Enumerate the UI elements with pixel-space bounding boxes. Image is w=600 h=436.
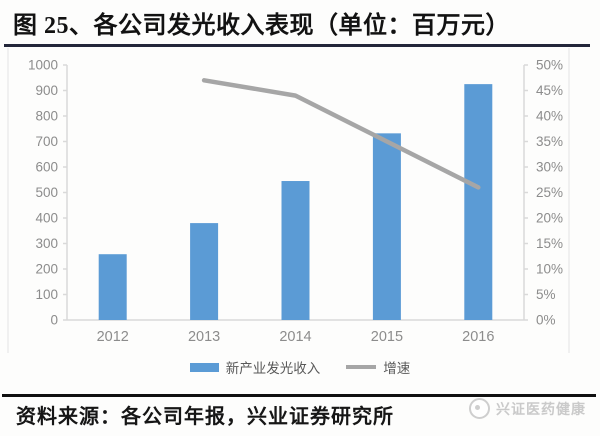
y-axis-right-tick-label: 10% [536, 262, 563, 277]
legend-item-revenue: 新产业发光收入 [189, 357, 321, 377]
y-axis-left-tick-label: 600 [35, 160, 58, 175]
x-axis-label-2014: 2014 [279, 329, 311, 345]
chart-legend: 新产业发光收入 增速 [0, 357, 600, 377]
y-axis-left-tick-label: 900 [35, 83, 58, 98]
y-axis-right-tick-label: 5% [536, 287, 556, 302]
y-axis-left-tick-label: 700 [35, 134, 58, 149]
y-axis-left-tick-label: 1000 [28, 58, 58, 73]
y-axis-left-tick-label: 800 [35, 109, 58, 124]
chart-area: 0 100 200 300 400 500 600 700 800 900 1000 0% 5% 10% 1… [0, 48, 600, 356]
watermark-text: 兴证医药健康 [496, 400, 586, 417]
revenue-growth-combo-chart: 0 100 200 300 400 500 600 700 800 900 1000 0% 5% 10% 1… [7, 48, 570, 353]
y-axis-left-tick-label: 300 [35, 236, 58, 251]
y-axis-right-tick-label: 20% [536, 211, 563, 226]
y-axis-right-tick-label: 35% [536, 134, 563, 149]
y-axis-right-tick-label: 50% [536, 58, 563, 73]
y-axis-left-tick-label: 100 [35, 287, 58, 302]
title-underline [4, 44, 590, 47]
y-axis-right-tick-label: 15% [536, 236, 563, 251]
footer-divider [2, 394, 596, 397]
y-axis-right-tick-label: 25% [536, 185, 563, 200]
bar-2015 [372, 133, 401, 320]
watermark: 兴证医药健康 [469, 398, 586, 419]
x-axis-label-2016: 2016 [462, 329, 494, 345]
growth-rate-line [201, 78, 481, 190]
y-axis-left-tick-label: 200 [35, 262, 58, 277]
watermark-logo-icon [469, 398, 490, 419]
bar-2012 [98, 254, 127, 320]
x-axis-label-2013: 2013 [188, 329, 220, 345]
bar-2014 [281, 181, 310, 320]
line-series-swatch [346, 365, 377, 369]
y-axis-left-tick-label: 400 [35, 211, 58, 226]
bar-2013 [190, 223, 219, 320]
bar-2016 [464, 84, 493, 320]
page-title: 图 25、各公司发光收入表现（单位：百万元） [13, 13, 510, 39]
y-axis-right-tick-label: 30% [536, 160, 563, 175]
x-axis-label-2015: 2015 [371, 329, 403, 345]
bar-series-swatch [189, 362, 219, 372]
legend-label-revenue: 新产业发光收入 [225, 361, 321, 376]
data-source-note: 资料来源：各公司年报，兴业证券研究所 [16, 406, 394, 428]
x-axis-label-2012: 2012 [97, 329, 129, 345]
y-axis-right-tick-label: 40% [536, 109, 563, 124]
y-axis-left-tick-label: 500 [35, 185, 58, 200]
y-axis-right-tick-label: 45% [536, 83, 563, 98]
y-axis-left-tick-label: 0 [50, 313, 58, 328]
y-axis-right-tick-label: 0% [536, 313, 556, 328]
legend-item-growth: 增速 [346, 357, 410, 377]
legend-label-growth: 增速 [383, 361, 411, 376]
